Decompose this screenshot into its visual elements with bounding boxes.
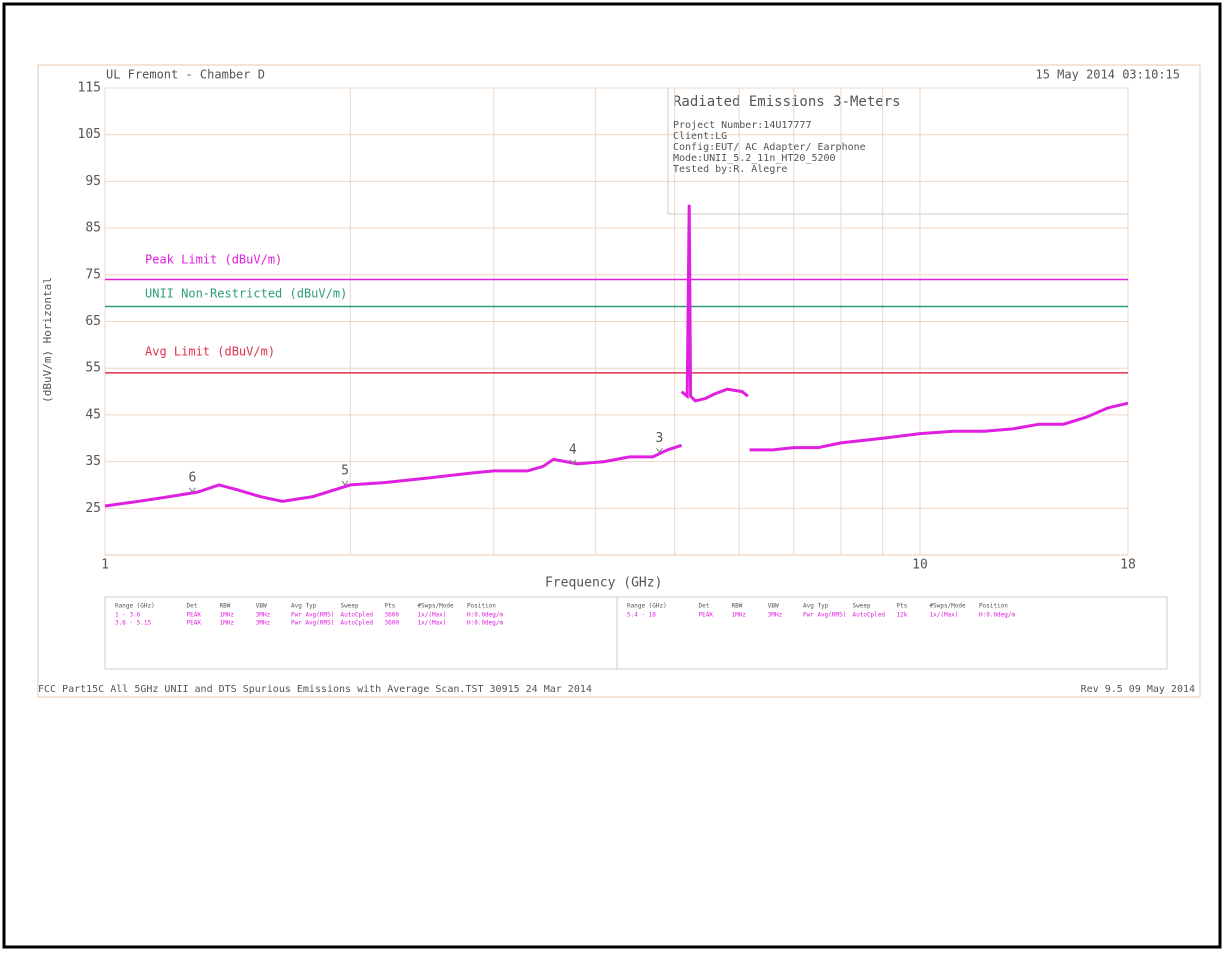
limit-label: UNII Non-Restricted (dBuV/m) [145, 287, 347, 301]
table-cell: 1MHz [220, 620, 235, 627]
y-tick-label: 55 [85, 361, 101, 376]
table-cell: 3600 [385, 620, 400, 627]
marker-label: 5 [341, 463, 349, 478]
table-header: Pts [897, 603, 908, 610]
table-header: Det [187, 603, 198, 610]
info-title: Radiated Emissions 3-Meters [673, 94, 901, 110]
table-cell: 3.6 - 5.15 [115, 620, 152, 627]
info-box [667, 87, 1129, 215]
marker-label: 6 [188, 470, 196, 485]
table-right [616, 596, 1168, 670]
table-cell: Pwr Avg(RMS) [291, 620, 334, 627]
table-cell: 12k [897, 612, 908, 619]
table-cell: AutoCpled [341, 620, 374, 627]
marker [656, 447, 663, 454]
table-cell: 3MHz [256, 620, 271, 627]
table-cell: 3MHz [256, 612, 271, 619]
table-cell: 5.4 - 18 [627, 612, 656, 619]
table-cell: 1MHz [220, 612, 235, 619]
table-cell: H:0.0deg/m [467, 612, 504, 619]
table-cell: PEAK [187, 612, 202, 619]
table-cell: 3MHz [768, 612, 783, 619]
marker-label: 4 [569, 442, 577, 457]
y-tick-label: 35 [85, 454, 101, 469]
footer-right: Rev 9.5 09 May 2014 [1081, 684, 1195, 695]
table-header: Det [699, 603, 710, 610]
table-cell: 1x/(Max) [418, 612, 447, 619]
table-header: Range (GHz) [627, 603, 667, 610]
table-cell: 1 - 3.6 [115, 612, 141, 619]
info-line: Mode:UNII_5.2_11n_HT20_5200 [673, 153, 836, 164]
table-cell: 3600 [385, 612, 400, 619]
y-tick-label: 95 [85, 174, 101, 189]
marker [188, 487, 196, 493]
table-cell: PEAK [187, 620, 202, 627]
table-cell: H:0.0deg/m [979, 612, 1016, 619]
table-header: Range (GHz) [115, 603, 155, 610]
table-header: #Swps/Mode [930, 603, 967, 610]
limit-label: Peak Limit (dBuV/m) [145, 253, 282, 267]
table-header: Position [467, 603, 496, 610]
y-tick-label: 105 [78, 127, 101, 142]
footer-left: FCC Part15C All 5GHz UNII and DTS Spurio… [38, 684, 592, 695]
table-cell: Pwr Avg(RMS) [803, 612, 846, 619]
table-cell: 1x/(Max) [418, 620, 447, 627]
marker [569, 459, 577, 465]
table-cell: AutoCpled [853, 612, 886, 619]
table-header: RBW [732, 603, 743, 610]
table-cell: Pwr Avg(RMS) [291, 612, 334, 619]
table-header: Pts [385, 603, 396, 610]
timestamp: 15 May 2014 03:10:15 [1036, 68, 1181, 82]
header-title: UL Fremont - Chamber D [106, 68, 265, 82]
table-header: Avg Typ [291, 603, 317, 610]
table-cell: 1MHz [732, 612, 747, 619]
x-tick-label: 10 [912, 558, 928, 573]
table-cell: H:0.0deg/m [467, 620, 504, 627]
table-header: Position [979, 603, 1008, 610]
table-left [104, 596, 618, 670]
info-line: Config:EUT/ AC Adapter/ Earphone [673, 142, 866, 153]
plot-frame [37, 64, 1201, 698]
info-line: Client:LG [673, 131, 727, 142]
y-tick-label: 25 [85, 501, 101, 516]
marker-label: 3 [656, 431, 664, 446]
x-tick-label: 18 [1120, 558, 1136, 573]
y-tick-label: 115 [78, 81, 101, 96]
table-header: RBW [220, 603, 231, 610]
table-header: Sweep [853, 603, 871, 610]
trace [104, 204, 1129, 508]
table-header: Sweep [341, 603, 359, 610]
table-cell: 1x/(Max) [930, 612, 959, 619]
table-cell: AutoCpled [341, 612, 374, 619]
table-header: VBW [768, 603, 779, 610]
x-axis-label: Frequency (GHz) [545, 576, 662, 591]
limit-label: Avg Limit (dBuV/m) [145, 345, 275, 359]
table-cell: PEAK [699, 612, 714, 619]
marker [341, 480, 349, 486]
info-line: Tested by:R. Alegre [673, 164, 787, 175]
info-line: Project Number:14U17777 [673, 120, 811, 131]
table-header: VBW [256, 603, 267, 610]
y-axis-label: (dBuV/m) Horizontal [41, 277, 54, 403]
y-tick-label: 65 [85, 314, 101, 329]
table-header: Avg Typ [803, 603, 829, 610]
table-header: #Swps/Mode [418, 603, 455, 610]
y-tick-label: 75 [85, 267, 101, 282]
y-tick-label: 85 [85, 221, 101, 236]
x-tick-label: 1 [101, 558, 109, 573]
y-tick-label: 45 [85, 407, 101, 422]
